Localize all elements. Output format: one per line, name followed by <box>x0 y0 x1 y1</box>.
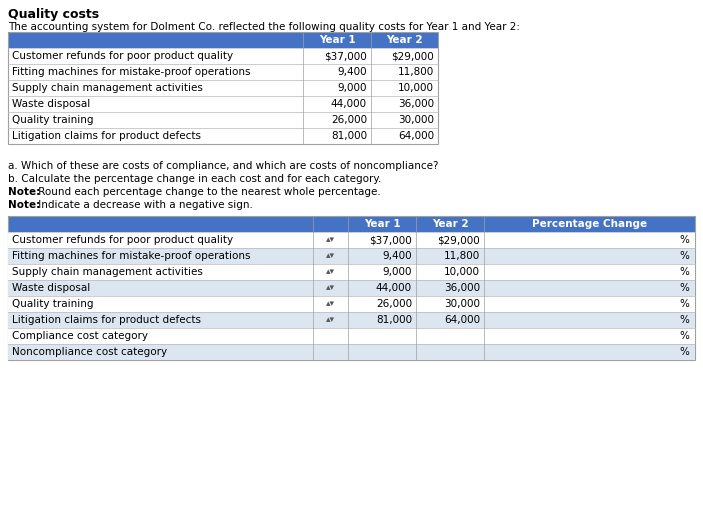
Text: 11,800: 11,800 <box>444 251 480 261</box>
Text: Customer refunds for poor product quality: Customer refunds for poor product qualit… <box>12 51 233 61</box>
Text: Waste disposal: Waste disposal <box>12 283 90 293</box>
Text: 64,000: 64,000 <box>398 131 434 141</box>
Text: Year 1: Year 1 <box>318 35 355 45</box>
Text: Litigation claims for product defects: Litigation claims for product defects <box>12 131 201 141</box>
Text: Note:: Note: <box>8 200 40 210</box>
Text: Percentage Change: Percentage Change <box>532 219 647 229</box>
Text: Indicate a decrease with a negative sign.: Indicate a decrease with a negative sign… <box>35 200 253 210</box>
Text: 9,000: 9,000 <box>382 267 412 277</box>
Text: 9,400: 9,400 <box>337 67 367 77</box>
Bar <box>8 112 438 128</box>
Text: b. Calculate the percentage change in each cost and for each category.: b. Calculate the percentage change in ea… <box>8 174 381 184</box>
Bar <box>8 216 695 232</box>
Text: Quality training: Quality training <box>12 115 93 125</box>
Bar <box>8 32 438 48</box>
Text: %: % <box>679 315 689 325</box>
Bar <box>8 248 695 264</box>
Text: 26,000: 26,000 <box>331 115 367 125</box>
Text: 11,800: 11,800 <box>398 67 434 77</box>
Text: 9,400: 9,400 <box>382 251 412 261</box>
Text: %: % <box>679 283 689 293</box>
Text: Note:: Note: <box>8 187 40 197</box>
Text: The accounting system for Dolment Co. reflected the following quality costs for : The accounting system for Dolment Co. re… <box>8 22 520 32</box>
Text: 64,000: 64,000 <box>444 315 480 325</box>
Text: ▴▾: ▴▾ <box>326 251 335 261</box>
Text: Supply chain management activities: Supply chain management activities <box>12 267 203 277</box>
Text: Round each percentage change to the nearest whole percentage.: Round each percentage change to the near… <box>35 187 381 197</box>
Text: 30,000: 30,000 <box>444 299 480 309</box>
Bar <box>8 216 695 360</box>
Bar <box>8 232 695 248</box>
Text: Customer refunds for poor product quality: Customer refunds for poor product qualit… <box>12 235 233 245</box>
Text: Noncompliance cost category: Noncompliance cost category <box>12 347 167 357</box>
Bar <box>8 80 438 96</box>
Text: 36,000: 36,000 <box>398 99 434 109</box>
Bar <box>8 32 438 144</box>
Text: Year 2: Year 2 <box>432 219 468 229</box>
Text: Year 1: Year 1 <box>363 219 400 229</box>
Text: 81,000: 81,000 <box>331 131 367 141</box>
Text: Waste disposal: Waste disposal <box>12 99 90 109</box>
Text: ▴▾: ▴▾ <box>326 315 335 324</box>
Text: %: % <box>679 267 689 277</box>
Text: %: % <box>679 235 689 245</box>
Bar <box>8 96 438 112</box>
Text: ▴▾: ▴▾ <box>326 299 335 309</box>
Bar <box>8 312 695 328</box>
Bar <box>8 48 438 64</box>
Text: %: % <box>679 251 689 261</box>
Text: ▴▾: ▴▾ <box>326 284 335 292</box>
Text: Compliance cost category: Compliance cost category <box>12 331 148 341</box>
Text: $29,000: $29,000 <box>392 51 434 61</box>
Text: 9,000: 9,000 <box>337 83 367 93</box>
Text: $37,000: $37,000 <box>369 235 412 245</box>
Text: a. Which of these are costs of compliance, and which are costs of noncompliance?: a. Which of these are costs of complianc… <box>8 161 439 171</box>
Bar <box>8 296 695 312</box>
Text: 44,000: 44,000 <box>331 99 367 109</box>
Text: 81,000: 81,000 <box>376 315 412 325</box>
Text: %: % <box>679 331 689 341</box>
Text: %: % <box>679 347 689 357</box>
Text: 30,000: 30,000 <box>398 115 434 125</box>
Text: Fitting machines for mistake-proof operations: Fitting machines for mistake-proof opera… <box>12 67 250 77</box>
Text: 10,000: 10,000 <box>444 267 480 277</box>
Text: Quality training: Quality training <box>12 299 93 309</box>
Bar <box>8 280 695 296</box>
Text: 10,000: 10,000 <box>398 83 434 93</box>
Bar <box>8 128 438 144</box>
Text: %: % <box>679 299 689 309</box>
Text: Supply chain management activities: Supply chain management activities <box>12 83 203 93</box>
Bar <box>8 64 438 80</box>
Text: Quality costs: Quality costs <box>8 8 99 21</box>
Bar <box>8 264 695 280</box>
Text: 26,000: 26,000 <box>376 299 412 309</box>
Text: 36,000: 36,000 <box>444 283 480 293</box>
Text: ▴▾: ▴▾ <box>326 267 335 276</box>
Text: Year 2: Year 2 <box>386 35 423 45</box>
Bar <box>8 328 695 344</box>
Bar <box>8 344 695 360</box>
Text: $37,000: $37,000 <box>324 51 367 61</box>
Text: Litigation claims for product defects: Litigation claims for product defects <box>12 315 201 325</box>
Text: ▴▾: ▴▾ <box>326 236 335 244</box>
Text: 44,000: 44,000 <box>376 283 412 293</box>
Text: $29,000: $29,000 <box>437 235 480 245</box>
Text: Fitting machines for mistake-proof operations: Fitting machines for mistake-proof opera… <box>12 251 250 261</box>
